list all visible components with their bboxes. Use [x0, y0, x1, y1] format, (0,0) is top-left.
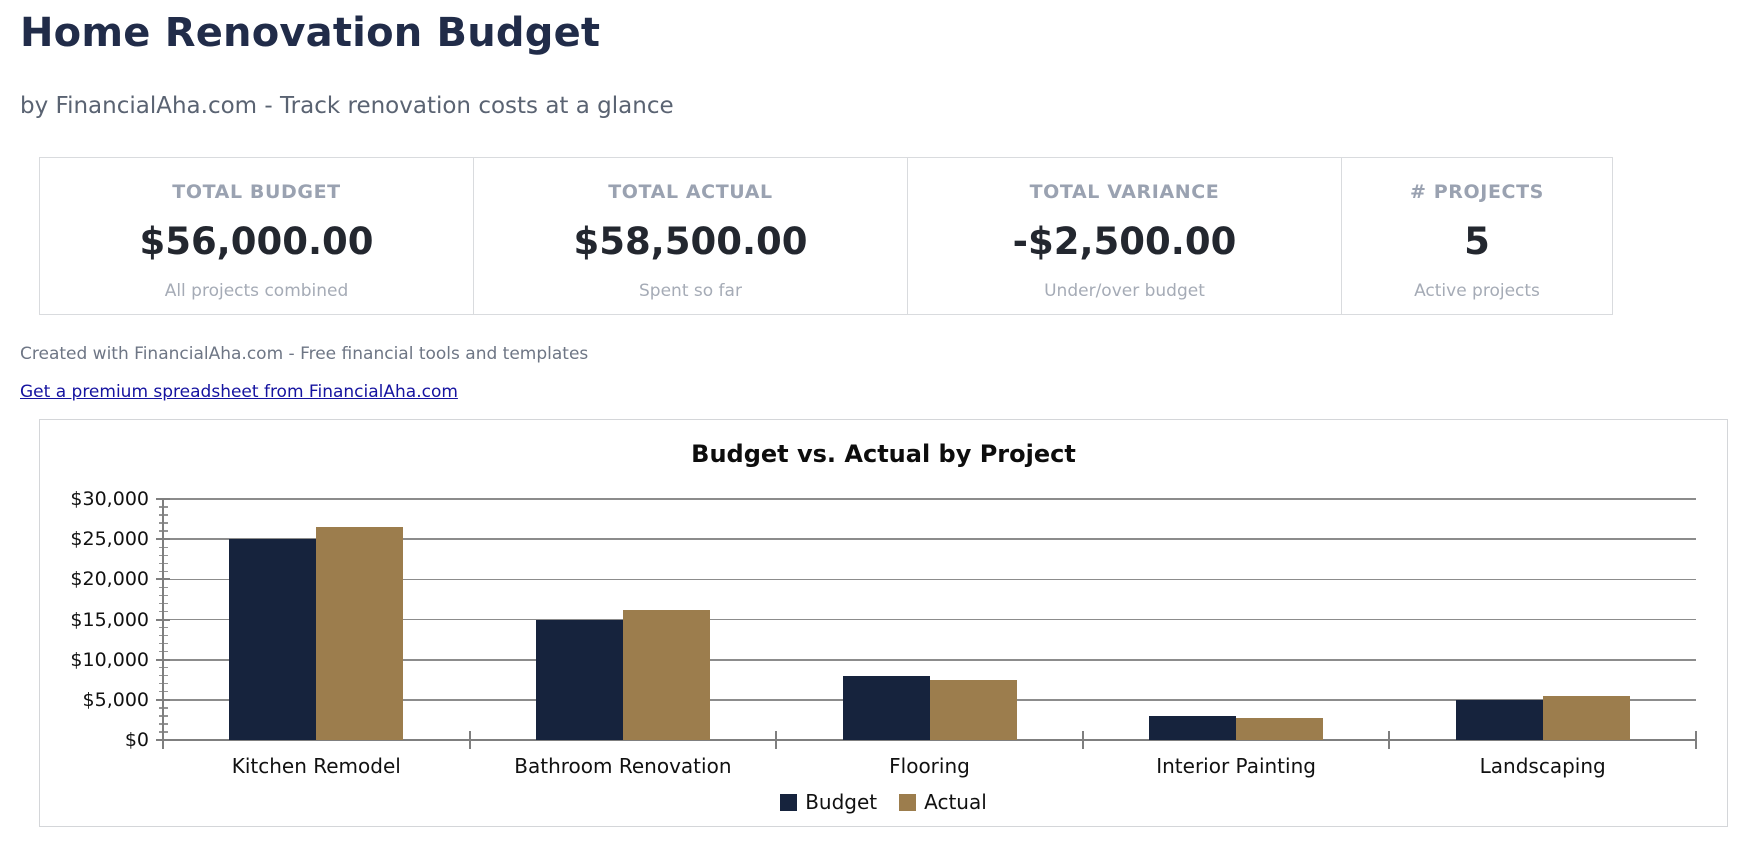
y-axis-tick-label: $10,000 — [70, 648, 149, 671]
summary-cards-panel: TOTAL BUDGET $56,000.00 All projects com… — [39, 157, 1613, 315]
card-value: $58,500.00 — [573, 220, 808, 263]
y-axis-tick-label: $20,000 — [70, 568, 149, 591]
y-gridline — [163, 658, 1696, 661]
x-axis-category-label: Kitchen Remodel — [231, 754, 401, 778]
card-value: $56,000.00 — [139, 220, 374, 263]
x-axis-category-label: Flooring — [889, 754, 970, 778]
legend-swatch-actual — [899, 793, 917, 811]
legend-label-actual: Actual — [924, 790, 987, 814]
bar-budget-kitchen-remodel — [229, 539, 317, 740]
card-label: TOTAL BUDGET — [172, 181, 341, 203]
premium-spreadsheet-link[interactable]: Get a premium spreadsheet from Financial… — [20, 382, 458, 402]
summary-card-project-count: # PROJECTS 5 Active projects — [1342, 158, 1612, 314]
legend-item-actual: Actual — [899, 790, 987, 814]
y-axis-tick-label: $25,000 — [70, 528, 149, 551]
x-axis-tick — [162, 731, 164, 749]
x-axis-category-label: Interior Painting — [1156, 754, 1316, 778]
x-axis-tick — [1388, 731, 1391, 749]
legend-item-budget: Budget — [780, 790, 877, 814]
bar-budget-flooring — [842, 675, 930, 740]
page-subtitle: by FinancialAha.com - Track renovation c… — [20, 93, 674, 119]
bar-budget-interior-painting — [1149, 715, 1237, 740]
chart-legend: Budget Actual — [40, 790, 1727, 814]
chart-plot-area: $0 $5,000 $10,000 $15,000 $20,000 $25,000 $30,… — [40, 420, 1727, 826]
summary-card-total-actual: TOTAL ACTUAL $58,500.00 Spent so far — [474, 158, 908, 314]
bar-actual-bathroom-renovation — [622, 609, 710, 740]
chart-title: Budget vs. Actual by Project — [691, 440, 1076, 468]
chart-panel: Budget vs. Actual by Project $0 $5,000 $10… — [39, 419, 1728, 827]
card-value: 5 — [1464, 220, 1490, 263]
y-gridline — [163, 538, 1696, 541]
x-axis-tick — [775, 731, 778, 749]
x-axis-category-label: Bathroom Renovation — [514, 754, 732, 778]
credit-line: Created with FinancialAha.com - Free fin… — [20, 344, 589, 364]
bar-actual-interior-painting — [1236, 717, 1324, 740]
y-axis-tick-label: $5,000 — [82, 688, 149, 711]
y-axis-line — [162, 499, 164, 742]
card-label: # PROJECTS — [1410, 181, 1544, 203]
card-sublabel: All projects combined — [164, 281, 349, 301]
summary-card-total-budget: TOTAL BUDGET $56,000.00 All projects com… — [40, 158, 474, 314]
y-gridline — [163, 498, 1696, 500]
card-label: TOTAL ACTUAL — [608, 181, 773, 203]
card-label: TOTAL VARIANCE — [1029, 181, 1220, 203]
bar-budget-bathroom-renovation — [535, 619, 623, 740]
y-axis-tick-label: $15,000 — [70, 608, 149, 631]
card-value: -$2,500.00 — [1012, 220, 1237, 263]
page-title: Home Renovation Budget — [20, 10, 601, 56]
legend-swatch-budget — [780, 793, 798, 811]
x-axis-category-label: Landscaping — [1479, 754, 1606, 778]
bar-actual-flooring — [929, 679, 1017, 740]
x-axis-tick — [1695, 731, 1697, 749]
summary-card-total-variance: TOTAL VARIANCE -$2,500.00 Under/over bud… — [908, 158, 1342, 314]
y-gridline — [163, 618, 1696, 621]
card-sublabel: Active projects — [1414, 281, 1540, 301]
legend-label-budget: Budget — [805, 790, 878, 814]
y-axis-tick-label: $30,000 — [70, 488, 149, 510]
card-sublabel: Spent so far — [639, 281, 742, 301]
bar-actual-kitchen-remodel — [316, 527, 404, 740]
y-axis-tick-label: $0 — [124, 729, 149, 751]
y-gridline — [163, 578, 1696, 581]
bar-budget-landscaping — [1455, 699, 1543, 740]
x-axis-tick — [468, 731, 471, 749]
x-axis-tick — [1081, 731, 1084, 749]
card-sublabel: Under/over budget — [1044, 281, 1205, 301]
bar-actual-landscaping — [1542, 695, 1630, 740]
